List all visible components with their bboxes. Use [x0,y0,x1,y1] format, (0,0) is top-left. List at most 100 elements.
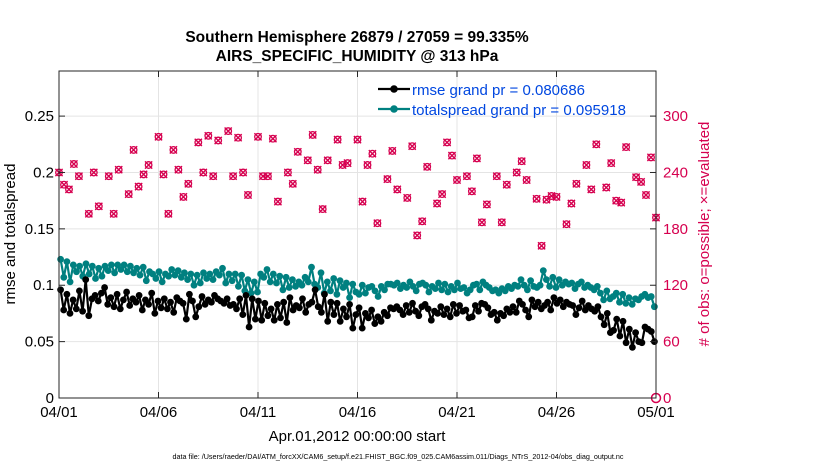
y-axis-left-label: rmse and totalspread [2,164,19,305]
obs-possible-marker [472,154,481,163]
y-right-tick-label: 120 [663,277,688,294]
rmse-point [311,286,319,294]
totalspread-point [244,276,252,283]
totalspread-point [298,281,306,289]
y-left-tick-label: 0.1 [33,277,54,294]
rmse-point [493,316,501,324]
obs-possible-marker [423,162,432,171]
totalspread-point [336,277,344,285]
rmse-point [550,294,558,301]
obs-possible-marker [60,180,68,189]
rmse-point [424,305,432,313]
rmse-point [352,311,360,318]
obs-possible-marker [169,145,178,154]
rmse-point [333,299,341,307]
y-left-tick-label: 0.05 [25,334,54,351]
totalspread-point [225,270,233,278]
obs-evaluated-marker [268,134,277,143]
obs-possible-marker [467,187,476,196]
totalspread-point [209,276,217,283]
rmse-point [223,295,231,303]
totalspread-point [568,279,576,287]
obs-evaluated-marker [94,202,103,211]
rmse-point [619,317,627,325]
totalspread-point [647,293,655,300]
rmse-point [264,312,272,320]
totalspread-point [403,284,411,291]
obs-evaluated-marker [403,193,412,202]
obs-possible-marker [592,140,601,149]
totalspread-point [231,270,239,278]
totalspread-point [66,278,74,286]
totalspread-point [76,262,83,270]
obs-evaluated-marker [562,220,571,229]
totalspread-point [136,271,144,279]
obs-possible-marker [368,149,377,158]
x-tick-label: 05/01 [637,404,675,421]
obs-evaluated-marker [214,136,223,145]
obs-possible-marker [532,194,541,203]
chart-title-line2: AIRS_SPECIFIC_HUMIDITY @ 313 hPa [216,48,499,65]
rmse-point [135,292,143,299]
obs-evaluated-marker [139,170,148,179]
totalspread-point [73,268,80,276]
obs-evaluated-marker [313,165,322,174]
totalspread-point [263,266,271,273]
totalspread-point [228,277,236,285]
rmse-point [638,339,646,347]
rmse-point [324,317,332,325]
rmse-point [192,313,200,321]
obs-evaluated-marker [567,199,576,208]
obs-evaluated-marker [204,131,213,140]
obs-possible-marker [497,218,506,227]
obs-possible-marker [124,190,133,199]
rmse-point [245,323,253,331]
rmse-point [462,306,470,314]
totalspread-point [282,273,290,281]
obs-possible-marker [477,218,486,227]
obs-evaluated-marker [283,168,292,177]
rmse-point [270,316,278,324]
y-right-tick-label: 240 [663,164,688,181]
obs-evaluated-marker [383,175,392,184]
rmse-point [597,313,605,321]
obs-possible-marker [418,217,427,226]
obs-possible-marker [333,135,342,144]
rmse-point [622,339,630,347]
totalspread-point [444,288,452,296]
obs-possible-marker [552,192,561,201]
rmse-point [208,298,215,306]
obs-evaluated-marker [174,165,183,174]
obs-evaluated-marker [612,196,621,205]
rmse-point [569,302,577,309]
obs-possible-marker [179,192,188,201]
obs-evaluated-marker [537,241,546,250]
obs-evaluated-marker [408,142,417,151]
obs-possible-marker [159,170,168,179]
totalspread-point [158,278,166,286]
rmse-point [616,332,624,340]
rmse-point [437,303,445,311]
obs-possible-marker [637,177,646,186]
rmse-point [625,325,633,333]
rmse-point [189,297,196,305]
totalspread-point [104,267,112,274]
obs-evaluated-marker [288,179,297,188]
rmse-point [434,310,441,317]
obs-possible-marker [109,209,118,218]
rmse-point [358,324,366,332]
rmse-point [336,317,344,325]
obs-possible-marker [572,179,581,188]
totalspread-point [412,287,420,295]
rmse-point [610,326,617,334]
y-right-tick-label: 60 [663,334,680,351]
totalspread-point [451,286,458,294]
rmse-point [308,298,316,306]
obs-evaluated-marker [333,135,342,144]
totalspread-point [111,269,118,277]
obs-evaluated-marker [512,168,521,177]
totalspread-point [323,278,331,286]
rmse-point [349,324,357,332]
obs-possible-marker [502,180,511,189]
rmse-point [167,298,174,306]
